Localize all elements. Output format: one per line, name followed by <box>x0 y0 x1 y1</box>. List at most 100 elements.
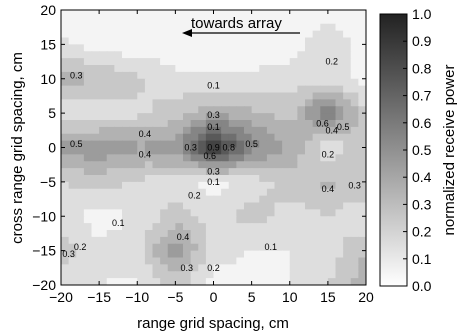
heat-cell <box>343 257 352 265</box>
heat-cell <box>61 271 70 279</box>
heat-cell <box>68 161 77 169</box>
heat-cell <box>221 236 230 245</box>
heat-cell <box>205 99 215 107</box>
heat-cell <box>190 236 199 245</box>
heat-cell <box>160 140 169 149</box>
heat-cell <box>190 120 199 128</box>
heat-cell <box>160 113 169 121</box>
heat-cell <box>205 257 215 265</box>
heat-cell <box>305 175 314 183</box>
heat-cell <box>266 23 276 32</box>
heat-cell <box>205 65 215 73</box>
heat-cell <box>205 250 215 259</box>
heat-cell <box>205 195 215 204</box>
heat-cell <box>129 188 138 197</box>
heat-cell <box>244 78 253 87</box>
heat-cell <box>335 271 344 279</box>
heat-cell <box>297 120 306 128</box>
heat-cell <box>320 271 329 279</box>
heat-cell <box>129 154 138 162</box>
heat-cell <box>236 140 245 149</box>
heat-cell <box>297 216 306 224</box>
heat-cell <box>320 209 329 217</box>
heat-cell <box>152 113 161 121</box>
heat-cell <box>83 71 93 80</box>
heat-cell <box>190 278 199 285</box>
heat-cell <box>122 278 131 285</box>
heat-cell <box>91 44 100 52</box>
heat-cell <box>358 216 366 224</box>
heat-cell <box>183 58 192 66</box>
heat-cell <box>144 58 154 66</box>
contour-label: 0.1 <box>207 177 220 187</box>
heat-cell <box>91 37 100 45</box>
heat-cell <box>205 23 215 32</box>
heat-cell <box>350 243 359 252</box>
heat-cell <box>221 51 230 59</box>
heat-cell <box>320 58 329 66</box>
heat-cell <box>266 243 276 252</box>
heat-cell <box>335 161 344 169</box>
heat-cell <box>198 216 207 224</box>
heat-cell <box>358 44 366 52</box>
heat-cell <box>99 154 108 162</box>
heat-cell <box>244 168 253 176</box>
heat-cell <box>312 23 321 32</box>
contour-label: 0.2 <box>325 57 338 67</box>
heat-cell <box>228 168 237 176</box>
heat-cell <box>205 51 215 59</box>
heat-cell <box>335 133 344 142</box>
heat-cell <box>91 271 100 279</box>
heat-cell <box>312 58 321 66</box>
heat-cell <box>167 120 176 128</box>
heat-cell <box>205 120 215 128</box>
heat-cell <box>91 236 100 245</box>
heat-cell <box>167 236 176 245</box>
heat-cell <box>190 37 199 45</box>
heat-cell <box>137 16 146 25</box>
heat-cell <box>251 10 260 18</box>
heat-cell <box>129 168 138 176</box>
heat-cell <box>289 209 298 217</box>
heat-cell <box>343 106 352 114</box>
heat-cell <box>312 113 321 121</box>
heat-cell <box>320 216 329 224</box>
heat-cell <box>61 126 70 135</box>
heat-cell <box>335 216 344 224</box>
heat-cell <box>343 113 352 121</box>
heat-cell <box>99 58 108 66</box>
heat-cell <box>236 202 245 210</box>
heat-cell <box>350 113 359 121</box>
heat-cell <box>106 223 115 231</box>
heat-cell <box>259 264 268 272</box>
heat-cell <box>305 216 314 224</box>
heat-cell <box>350 58 359 66</box>
heat-cell <box>221 202 230 210</box>
heat-cell <box>190 85 199 94</box>
heat-cell <box>205 216 215 224</box>
heat-cell <box>152 30 161 39</box>
heat-cell <box>68 10 77 18</box>
heat-cell <box>68 44 77 52</box>
heat-cell <box>228 243 237 252</box>
heat-cell <box>282 10 291 18</box>
heat-cell <box>305 16 314 25</box>
heat-cell <box>144 37 154 45</box>
heat-cell <box>183 92 192 100</box>
heat-cell <box>198 113 207 121</box>
heat-cell <box>183 209 192 217</box>
heat-cell <box>106 92 115 100</box>
heat-cell <box>320 71 329 80</box>
heat-cell <box>236 23 245 32</box>
heat-cell <box>175 65 184 73</box>
heat-cell <box>114 16 123 25</box>
heat-cell <box>221 44 230 52</box>
heat-cell <box>244 243 253 252</box>
x-tick-label: −5 <box>167 289 183 305</box>
y-tick-label: −15 <box>32 243 56 259</box>
heat-cell <box>244 271 253 279</box>
heat-cell <box>289 113 298 121</box>
heat-cell <box>198 257 207 265</box>
heat-cell <box>91 278 100 285</box>
heat-cell <box>236 250 245 259</box>
